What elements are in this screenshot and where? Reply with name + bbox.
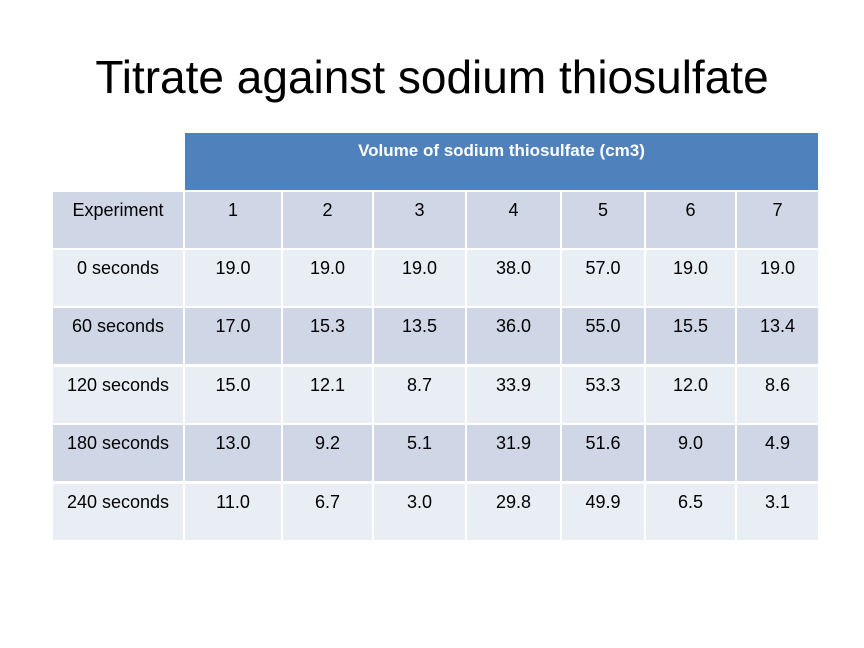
table-cell: 3 <box>374 192 465 248</box>
table-cell: 15.0 <box>185 367 281 423</box>
table-cell: 12.0 <box>646 367 735 423</box>
table-cell: 4 <box>467 192 560 248</box>
table-cell: 51.6 <box>562 425 644 481</box>
row-label: 0 seconds <box>53 250 183 306</box>
table-cell: 7 <box>737 192 818 248</box>
table-cell: 2 <box>283 192 372 248</box>
row-label: 180 seconds <box>53 425 183 481</box>
table-cell: 19.0 <box>283 250 372 306</box>
table-cell: 19.0 <box>374 250 465 306</box>
table-cell: 5.1 <box>374 425 465 481</box>
table-cell: 9.0 <box>646 425 735 481</box>
table-cell: 8.6 <box>737 367 818 423</box>
table-cell: 11.0 <box>185 484 281 540</box>
table-cell: 1 <box>185 192 281 248</box>
table-cell: 6.5 <box>646 484 735 540</box>
table-cell: 19.0 <box>646 250 735 306</box>
table-cell: 31.9 <box>467 425 560 481</box>
table-cell: 5 <box>562 192 644 248</box>
table-cell: 3.0 <box>374 484 465 540</box>
table-header: Volume of sodium thiosulfate (cm3) <box>185 133 818 190</box>
table-cell: 12.1 <box>283 367 372 423</box>
table-cell: 19.0 <box>185 250 281 306</box>
table-cell: 36.0 <box>467 308 560 364</box>
table-cell: 29.8 <box>467 484 560 540</box>
table-cell: 6 <box>646 192 735 248</box>
table-cell: 6.7 <box>283 484 372 540</box>
table-cell: 53.3 <box>562 367 644 423</box>
table-cell: 17.0 <box>185 308 281 364</box>
table-cell: 57.0 <box>562 250 644 306</box>
table-cell: 9.2 <box>283 425 372 481</box>
table-cell: 15.3 <box>283 308 372 364</box>
row-label: 120 seconds <box>53 367 183 423</box>
slide-title: Titrate against sodium thiosulfate <box>95 51 769 103</box>
table-cell: 38.0 <box>467 250 560 306</box>
table-cell: 13.4 <box>737 308 818 364</box>
table-cell: 19.0 <box>737 250 818 306</box>
table-cell: 3.1 <box>737 484 818 540</box>
table-cell: 8.7 <box>374 367 465 423</box>
table-cell: 13.5 <box>374 308 465 364</box>
table-cell: 49.9 <box>562 484 644 540</box>
row-label: Experiment <box>53 192 183 248</box>
table-cell: 15.5 <box>646 308 735 364</box>
table-cell: 55.0 <box>562 308 644 364</box>
table-cell: 13.0 <box>185 425 281 481</box>
row-label: 240 seconds <box>53 484 183 540</box>
table-cell: 33.9 <box>467 367 560 423</box>
table-cell: 4.9 <box>737 425 818 481</box>
row-label: 60 seconds <box>53 308 183 364</box>
